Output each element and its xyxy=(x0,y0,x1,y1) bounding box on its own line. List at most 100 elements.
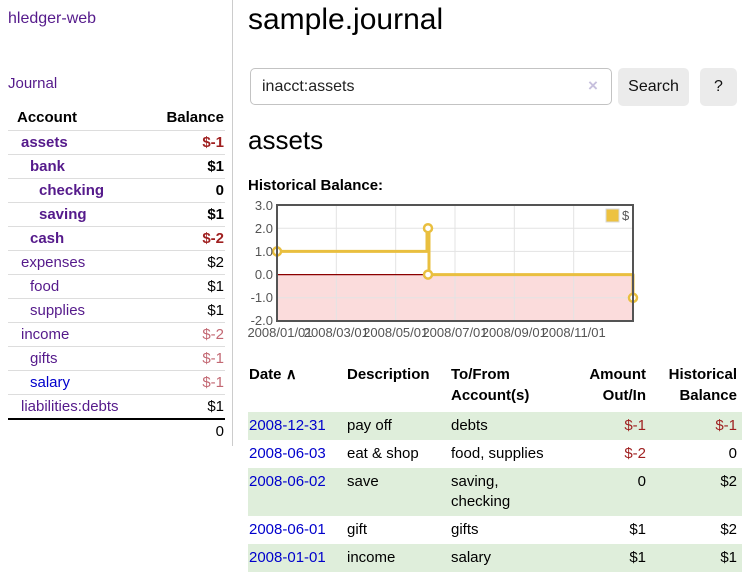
chart-title: Historical Balance: xyxy=(248,177,384,194)
account-balance: $-2 xyxy=(142,322,225,347)
transaction-amount: 0 xyxy=(562,468,651,516)
transaction-row: 2008-06-03 eat & shop food, supplies $-2… xyxy=(248,440,742,468)
account-balance: 0 xyxy=(142,178,225,203)
transaction-row: 2008-06-01 gift gifts $1 $2 xyxy=(248,516,742,544)
svg-text:-1.0: -1.0 xyxy=(251,290,273,305)
account-link-cash[interactable]: cash xyxy=(30,230,65,247)
account-row-food: food $1 xyxy=(8,274,225,299)
main-panel: sample.journal × Search ? assets Histori… xyxy=(247,0,742,582)
transaction-accounts: saving, checking xyxy=(450,468,562,516)
sidebar-item-journal[interactable]: Journal xyxy=(8,75,58,92)
account-heading: assets xyxy=(248,125,324,155)
search-button[interactable]: Search xyxy=(618,68,689,106)
amount-column-header: Amount Out/In xyxy=(589,366,646,404)
search-input[interactable] xyxy=(250,68,612,105)
transaction-amount: $-2 xyxy=(624,445,646,462)
svg-text:2008/11/01: 2008/11/01 xyxy=(542,325,606,340)
transaction-description: save xyxy=(346,468,450,516)
account-row-gifts: gifts $-1 xyxy=(8,346,225,371)
account-balance: $-1 xyxy=(142,346,225,371)
y-axis-labels: 3.0 2.0 1.0 0.0 -1.0 -2.0 xyxy=(251,201,273,328)
account-balance: $1 xyxy=(142,202,225,227)
account-row-checking: checking 0 xyxy=(8,178,225,203)
svg-text:2008/07/01: 2008/07/01 xyxy=(422,325,487,340)
account-balance: $-1 xyxy=(142,130,225,155)
account-link-checking[interactable]: checking xyxy=(39,182,105,199)
account-link-food[interactable]: food xyxy=(30,278,60,295)
transaction-description: gift xyxy=(347,521,368,538)
account-balance-table: Account Balance assets $-1 bank $1 check… xyxy=(8,106,225,443)
x-axis-labels: 2008/01/01 2008/03/01 2008/05/01 2008/07… xyxy=(247,325,605,340)
account-link-gifts[interactable]: gifts xyxy=(30,350,58,367)
account-row-expenses: expenses $2 xyxy=(8,250,225,275)
svg-text:-2.0: -2.0 xyxy=(251,313,273,328)
transaction-balance: $-1 xyxy=(651,412,742,440)
date-column-header[interactable]: Date ∧ xyxy=(249,366,297,383)
svg-text:2008/03/01: 2008/03/01 xyxy=(304,325,369,340)
accounts-column-header: To/From Account(s) xyxy=(451,366,530,404)
account-link-expenses[interactable]: expenses xyxy=(21,254,86,271)
account-link-salary[interactable]: salary xyxy=(30,374,71,391)
balance-column-header: Historical Balance xyxy=(668,366,737,404)
account-row-income: income $-2 xyxy=(8,322,225,347)
transaction-date-link[interactable]: 2008-06-02 xyxy=(249,473,326,490)
transaction-row: 2008-06-02 save saving, checking 0 $2 xyxy=(248,468,742,516)
clear-search-icon[interactable]: × xyxy=(588,76,598,95)
balance-column-header: Balance xyxy=(166,109,224,126)
account-balance: $1 xyxy=(142,298,225,323)
legend-swatch xyxy=(605,208,620,223)
transaction-balance: $2 xyxy=(720,521,737,538)
account-link-saving[interactable]: saving xyxy=(39,206,87,223)
transaction-balance: $1 xyxy=(651,544,742,572)
transaction-date-link[interactable]: 2008-06-01 xyxy=(249,521,326,538)
transactions-header-row: Date ∧ Description To/From Account(s) Am… xyxy=(248,362,742,412)
account-link-supplies[interactable]: supplies xyxy=(30,302,86,319)
app-title-link[interactable]: hledger-web xyxy=(8,10,97,27)
transaction-row: 2008-01-01 income salary $1 $1 xyxy=(248,544,742,572)
data-point-markers xyxy=(271,222,639,304)
transactions-table: Date ∧ Description To/From Account(s) Am… xyxy=(248,362,742,572)
account-row-salary: salary $-1 xyxy=(8,370,225,395)
account-row-cash: cash $-2 xyxy=(8,226,225,251)
legend-label: $ xyxy=(622,208,630,223)
search-form: × Search ? xyxy=(248,68,742,106)
svg-text:2008/01/01: 2008/01/01 xyxy=(247,325,312,340)
sort-ascending-icon: ∧ xyxy=(285,366,297,383)
transaction-description: income xyxy=(346,544,450,572)
account-column-header: Account xyxy=(17,109,77,126)
transaction-amount: $1 xyxy=(562,544,651,572)
svg-text:0.0: 0.0 xyxy=(255,267,273,282)
account-balance: $1 xyxy=(142,394,225,419)
transaction-date-link[interactable]: 2008-01-01 xyxy=(249,549,326,566)
sidebar: hledger-web Journal Account Balance asse… xyxy=(0,0,233,446)
account-row-liabilities-debts: liabilities:debts $1 xyxy=(8,394,225,419)
transaction-accounts: food, supplies xyxy=(451,445,544,462)
historical-balance-chart: $ 3.0 2.0 1.0 0.0 -1.0 -2.0 2008/01/01 2… xyxy=(247,201,639,340)
svg-text:3.0: 3.0 xyxy=(255,201,273,213)
transaction-amount: $-1 xyxy=(562,412,651,440)
transaction-date-link[interactable]: 2008-06-03 xyxy=(249,445,326,462)
account-table-header: Account Balance xyxy=(8,106,225,131)
transaction-balance: $2 xyxy=(651,468,742,516)
transaction-accounts: salary xyxy=(450,544,562,572)
accounts-total-value: 0 xyxy=(142,418,225,443)
account-link-liabilities-debts[interactable]: liabilities:debts xyxy=(21,398,119,415)
account-balance: $1 xyxy=(142,274,225,299)
account-row-bank: bank $1 xyxy=(8,154,225,179)
transaction-date-link[interactable]: 2008-12-31 xyxy=(249,417,326,434)
account-balance: $-2 xyxy=(142,226,225,251)
transaction-accounts: debts xyxy=(450,412,562,440)
accounts-total-row: 0 xyxy=(8,418,225,443)
account-balance: $1 xyxy=(142,154,225,179)
svg-text:1.0: 1.0 xyxy=(255,244,273,259)
transaction-row: 2008-12-31 pay off debts $-1 $-1 xyxy=(248,412,742,440)
account-link-bank[interactable]: bank xyxy=(30,158,66,175)
transaction-accounts: gifts xyxy=(451,521,479,538)
account-link-income[interactable]: income xyxy=(21,326,70,343)
svg-text:2008/05/01: 2008/05/01 xyxy=(363,325,428,340)
transaction-description: pay off xyxy=(346,412,450,440)
svg-text:2008/09/01: 2008/09/01 xyxy=(482,325,547,340)
transaction-amount: $1 xyxy=(629,521,646,538)
help-button[interactable]: ? xyxy=(700,68,737,106)
account-link-assets[interactable]: assets xyxy=(21,134,68,151)
